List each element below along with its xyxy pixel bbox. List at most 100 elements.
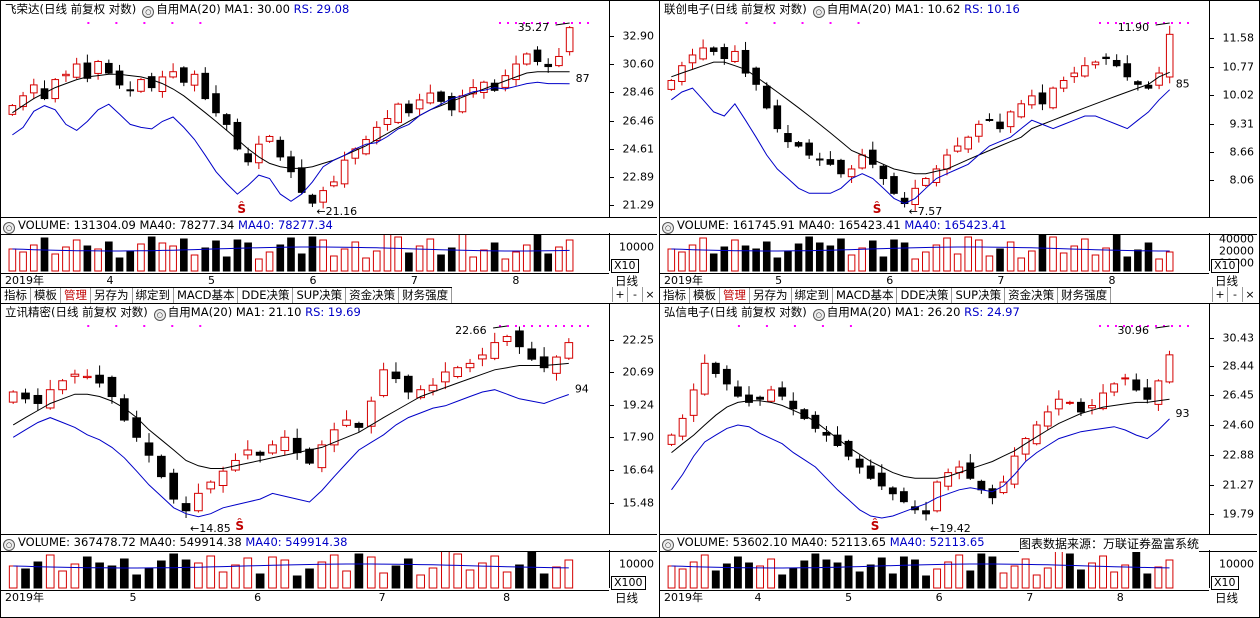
- tab-3[interactable]: 另存为: [750, 288, 792, 303]
- control-button-0[interactable]: +: [612, 287, 627, 302]
- control-button-2[interactable]: ×: [1242, 287, 1257, 302]
- signal-dot: [1099, 325, 1101, 327]
- control-button-2[interactable]: ×: [642, 287, 657, 302]
- candle: [354, 421, 364, 432]
- high-price-label: 35.27: [518, 21, 550, 34]
- tab-3[interactable]: 另存为: [91, 288, 133, 303]
- tab-6[interactable]: DDE决策: [897, 288, 953, 303]
- volume-bar: [911, 258, 919, 272]
- period-label[interactable]: 日线: [615, 274, 638, 288]
- signal-dot: [1123, 22, 1125, 24]
- settings-circle-icon[interactable]: ○: [812, 309, 825, 321]
- candle: [268, 440, 277, 455]
- period-label[interactable]: 日线: [615, 591, 638, 605]
- settings-circle-icon[interactable]: ○: [812, 6, 825, 18]
- candle: [469, 79, 478, 98]
- volume-bar: [733, 556, 742, 589]
- settings-circle-icon[interactable]: ○: [153, 309, 166, 321]
- period-label[interactable]: 日线: [1215, 591, 1238, 605]
- tab-2[interactable]: 管理: [61, 288, 91, 303]
- volume-settings-icon[interactable]: ○: [662, 222, 674, 234]
- price-tick: 17.90: [622, 430, 655, 444]
- candle: [29, 78, 38, 100]
- volume-settings-icon[interactable]: ○: [3, 222, 15, 234]
- volume-bar: [745, 562, 753, 589]
- volume-bar: [1032, 574, 1041, 589]
- settings-circle-icon[interactable]: ○: [142, 6, 155, 18]
- price-tick: 16.64: [622, 463, 655, 477]
- tick-mark: [610, 470, 614, 472]
- rs-end-label: 94: [575, 382, 589, 395]
- candle: [137, 78, 145, 93]
- tab-1[interactable]: 模板: [31, 288, 61, 303]
- volume-bar: [95, 562, 104, 589]
- control-button-1[interactable]: -: [1227, 287, 1242, 302]
- signal-dot: [1107, 22, 1109, 24]
- date-label: 2019年: [5, 274, 44, 287]
- date-label: 5: [207, 274, 215, 287]
- signal-dot: [587, 22, 589, 24]
- volume-bar: [544, 253, 553, 272]
- signal-dot: [1179, 22, 1181, 24]
- control-button-0[interactable]: +: [1212, 287, 1227, 302]
- signal-dot: [1163, 325, 1165, 327]
- candle: [847, 165, 856, 184]
- tab-7[interactable]: SUP决策: [952, 288, 1006, 303]
- tab-0[interactable]: 指标: [660, 288, 690, 303]
- volume-bar: [805, 236, 813, 272]
- tab-8[interactable]: 资金决策: [346, 288, 400, 303]
- volume-bar: [233, 239, 242, 272]
- tab-4[interactable]: 绑定到: [132, 288, 174, 303]
- tab-9[interactable]: 财务强度: [1058, 288, 1112, 303]
- tick-mark: [610, 120, 614, 122]
- tab-6[interactable]: DDE决策: [238, 288, 294, 303]
- candle: [265, 134, 274, 143]
- volume-settings-icon[interactable]: ○: [3, 539, 15, 551]
- candle: [1099, 384, 1108, 411]
- volume-bar: [8, 248, 17, 272]
- tab-2[interactable]: 管理: [720, 288, 750, 303]
- candle: [308, 193, 317, 208]
- signal-dot: [1179, 325, 1181, 327]
- candle: [218, 466, 228, 493]
- ma40-blue-value: MA40: 165423.41: [904, 218, 1007, 232]
- volume-bar: [1054, 550, 1063, 589]
- low-price-label: ←19.42: [930, 522, 971, 535]
- candle: [922, 176, 930, 187]
- tab-5[interactable]: MACD基本: [833, 288, 898, 303]
- control-button-1[interactable]: -: [627, 287, 642, 302]
- period-label[interactable]: 日线: [1215, 274, 1238, 288]
- candle: [1102, 53, 1110, 65]
- volume-bar: [953, 253, 962, 272]
- volume-bar: [855, 571, 864, 589]
- signal-dot: [849, 325, 852, 327]
- tab-4[interactable]: 绑定到: [791, 288, 833, 303]
- candle: [292, 428, 302, 460]
- volume-bar: [394, 236, 402, 272]
- ma40-value: MA40: 549914.38: [139, 535, 242, 549]
- candle: [922, 501, 930, 521]
- volume-value: VOLUME: 53602.10: [677, 535, 788, 549]
- candle: [45, 379, 55, 410]
- candle: [741, 41, 750, 77]
- tab-5[interactable]: MACD基本: [174, 288, 239, 303]
- volume-settings-icon[interactable]: ○: [662, 539, 674, 551]
- candle: [201, 67, 210, 101]
- volume-bar: [342, 570, 351, 589]
- tab-9[interactable]: 财务强度: [399, 288, 453, 303]
- tab-7[interactable]: SUP决策: [293, 288, 347, 303]
- tab-1[interactable]: 模板: [690, 288, 720, 303]
- volume-bar: [844, 555, 853, 589]
- volume-bar: [437, 254, 445, 272]
- candle: [977, 479, 986, 494]
- tab-8[interactable]: 资金决策: [1005, 288, 1059, 303]
- volume-header: ○ VOLUME: 131304.09 MA40: 78277.34 MA40: …: [1, 217, 657, 235]
- signal-dot: [579, 325, 581, 327]
- candle: [879, 164, 888, 185]
- volume-bar: [218, 571, 228, 589]
- candle: [722, 365, 731, 391]
- stock-title: 联创电子(日线 前复权 对数): [664, 2, 807, 16]
- tab-0[interactable]: 指标: [1, 288, 31, 303]
- signal-dot: [857, 22, 860, 24]
